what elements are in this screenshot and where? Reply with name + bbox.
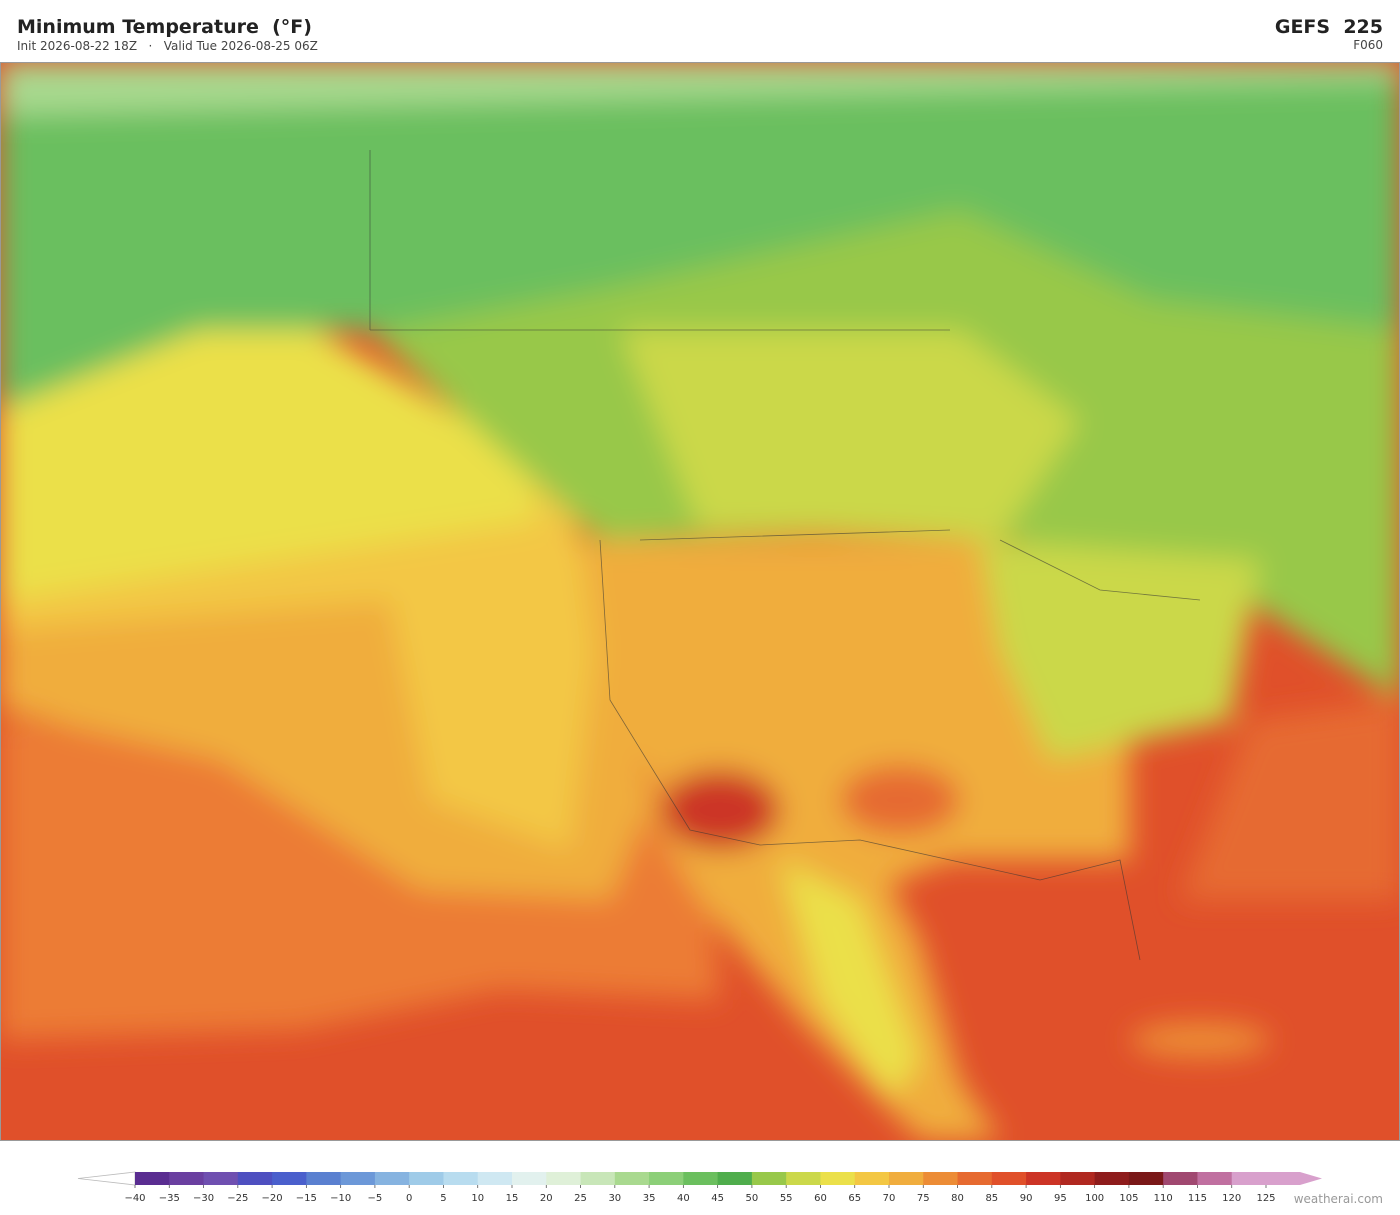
colorbar-segment [272, 1172, 307, 1185]
subtitle: Init 2026-08-22 18Z · Valid Tue 2026-08-… [17, 39, 318, 53]
colorbar-segment [889, 1172, 924, 1185]
borders [369, 150, 1201, 961]
colorbar-tick-label: 115 [1188, 1193, 1207, 1204]
colorbar-under [77, 1171, 136, 1186]
field [620, 330, 1080, 540]
colorbar-tick-label: 80 [951, 1193, 964, 1204]
colorbar-tick-label: −30 [193, 1193, 214, 1204]
colorbar-segment [512, 1172, 547, 1185]
colorbar-tick-label: −15 [296, 1193, 317, 1204]
colorbar-tick-label: −40 [124, 1193, 145, 1204]
field [0, 62, 1400, 115]
colorbar-tick-label: −10 [330, 1193, 351, 1204]
colorbar-segment [580, 1172, 616, 1185]
colorbar-segment [923, 1172, 959, 1185]
field [0, 62, 1400, 410]
colorbar-segment [135, 1172, 170, 1185]
separator: · [148, 39, 153, 53]
colorbar-tick-label: 30 [608, 1193, 621, 1204]
colorbar-segment [854, 1172, 890, 1185]
field [1130, 1022, 1270, 1058]
credit: weatherai.com [1293, 1192, 1383, 1206]
colorbar-segment [991, 1172, 1027, 1185]
valid-time: Valid Tue 2026-08-25 06Z [163, 39, 318, 53]
colorbar-tick-label: 100 [1085, 1193, 1104, 1204]
colorbar-segment [340, 1172, 376, 1185]
colorbar-segment [169, 1172, 205, 1185]
colorbar-segment [477, 1172, 513, 1185]
colorbar-tick-label: 90 [1020, 1193, 1033, 1204]
colorbar-segment [306, 1172, 342, 1185]
map [0, 62, 1400, 1140]
field [980, 540, 1260, 760]
colorbar-tick-label: −20 [262, 1193, 283, 1204]
colorbar-tick-label: −25 [227, 1193, 248, 1204]
colorbar-tick-label: 120 [1222, 1193, 1241, 1204]
colorbar-segment [717, 1172, 753, 1185]
field [1180, 700, 1400, 900]
colorbar-segment [443, 1172, 479, 1185]
colorbar-segment [1231, 1172, 1267, 1185]
colorbar-tick-label: 0 [406, 1193, 412, 1204]
colorbar-segment [786, 1172, 821, 1185]
colorbar-segment [683, 1172, 719, 1185]
colorbar-tick-label: 50 [746, 1193, 759, 1204]
colorbar-segment [751, 1172, 787, 1185]
colorbar-segment [1128, 1172, 1164, 1185]
field [0, 320, 540, 600]
colorbar-segment [409, 1172, 444, 1185]
colorbar-tick-label: 65 [848, 1193, 861, 1204]
colorbar-tick-label: −35 [159, 1193, 180, 1204]
model-name: GEFS 225 [1274, 16, 1383, 38]
colorbar-segment [374, 1172, 410, 1185]
colorbar-segment [1060, 1172, 1096, 1185]
colorbar-tick-label: 20 [540, 1193, 553, 1204]
colorbar-tick-label: 25 [574, 1193, 587, 1204]
colorbar-segment [1094, 1172, 1130, 1185]
colorbar-segment [649, 1172, 684, 1185]
colorbar-tick-label: 95 [1054, 1193, 1067, 1204]
colorbar-tick-label: 75 [917, 1193, 930, 1204]
colorbar-segment [1197, 1172, 1233, 1185]
colorbar-tick-label: 70 [883, 1193, 896, 1204]
colorbar-segment [614, 1172, 650, 1185]
colorbar-over [1266, 1172, 1322, 1185]
colorbar-tick-label: 40 [677, 1193, 690, 1204]
colorbar-tick-label: 5 [440, 1193, 446, 1204]
colorbar-tick-label: 35 [643, 1193, 656, 1204]
colorbar: −40 −35 −30 −25 −20 −15 −10 −5 0 5 10 15 20 25 30 35 40 4… [77, 1171, 1322, 1204]
colorbar-tick-label: −5 [368, 1193, 383, 1204]
colorbar-segment [1163, 1172, 1198, 1185]
colorbar-segment [820, 1172, 856, 1185]
colorbar-tick-label: 85 [985, 1193, 998, 1204]
colorbar-tick-label: 55 [780, 1193, 793, 1204]
colorbar-segment [237, 1172, 273, 1185]
init-time: Init 2026-08-22 18Z [17, 39, 138, 53]
colorbar-tick-label: 105 [1119, 1193, 1138, 1204]
colorbar-tick-label: 60 [814, 1193, 827, 1204]
colorbar-segment [203, 1172, 239, 1185]
field [780, 860, 920, 1100]
colorbar-tick-label: 45 [711, 1193, 724, 1204]
colorbar-segment [546, 1172, 582, 1185]
forecast-hour: F060 [1353, 38, 1383, 52]
colorbar-tick-label: 10 [471, 1193, 484, 1204]
colorbar-segment [1026, 1172, 1061, 1185]
title: Minimum Temperature (°F) [17, 16, 312, 38]
field [840, 765, 960, 835]
colorbar-tick-label: 15 [506, 1193, 519, 1204]
temperature-field [0, 62, 1400, 1140]
colorbar-tick-label: 125 [1256, 1193, 1275, 1204]
colorbar-segment [957, 1172, 993, 1185]
colorbar-tick-label: 110 [1154, 1193, 1173, 1204]
